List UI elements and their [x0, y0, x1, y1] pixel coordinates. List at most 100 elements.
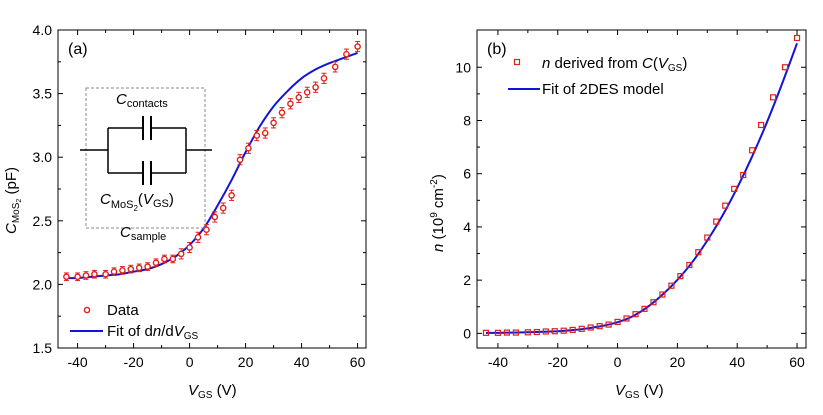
- legend-2des-label: Fit of 2DES model: [542, 81, 664, 98]
- data-marker: [236, 156, 244, 164]
- xtick-label: 60: [350, 354, 366, 370]
- data-marker: [211, 213, 219, 221]
- data-marker: [144, 263, 151, 270]
- data-marker: [119, 267, 126, 274]
- panel-a-legend: Data Fit of dn/dVGS: [70, 302, 199, 342]
- data-marker: [578, 325, 585, 332]
- ytick-label: 3.5: [33, 86, 53, 102]
- data-marker: [722, 202, 729, 209]
- data-point: [161, 254, 168, 264]
- data-marker: [605, 321, 612, 328]
- data-point: [135, 263, 143, 273]
- data-point: [253, 129, 261, 142]
- data-marker: [623, 315, 630, 322]
- panel-b: -40 -20 0 20 40 60 0 2 4 6 8 10 (b) n derived from …: [429, 29, 807, 401]
- data-point: [228, 189, 235, 201]
- panel-b-xlabel: VGS (V): [615, 382, 664, 401]
- xtick-label: 0: [614, 354, 622, 370]
- data-marker: [659, 291, 666, 298]
- panel-b-plot-frame: [476, 29, 807, 349]
- data-marker: [102, 270, 109, 278]
- xtick-label: -40: [67, 354, 87, 370]
- data-point: [278, 107, 286, 119]
- data-point: [343, 48, 350, 60]
- data-marker: [287, 100, 294, 108]
- data-point: [194, 231, 202, 243]
- ytick-label: 3.0: [33, 149, 53, 165]
- data-marker: [482, 329, 490, 336]
- circuit-inset: Ccontacts CMoS2(VGS): [80, 87, 212, 243]
- legend-square-marker: [513, 58, 521, 66]
- data-point: [102, 269, 109, 279]
- data-point: [295, 91, 303, 104]
- ytick-label: 0: [463, 325, 471, 341]
- data-point: [144, 262, 151, 271]
- panel-b-data-series: [482, 34, 801, 336]
- data-marker: [228, 192, 235, 199]
- data-point: [270, 117, 277, 129]
- data-marker: [186, 244, 193, 251]
- xtick-label: 20: [238, 354, 254, 370]
- xtick-label: 40: [294, 354, 310, 370]
- ytick-label: 4: [463, 219, 471, 235]
- panel-a-ticks: -40 -20 0 20 40 60 1.5 2.0 2.5 3.0 3.5 4.0: [33, 22, 366, 370]
- data-marker: [781, 64, 789, 71]
- data-marker: [203, 226, 210, 234]
- data-marker: [63, 273, 70, 281]
- data-marker: [74, 273, 81, 281]
- data-point: [186, 241, 193, 254]
- xtick-label: -20: [123, 354, 143, 370]
- circuit-wires: [80, 127, 212, 174]
- inset-box: [85, 87, 206, 229]
- data-marker: [177, 250, 185, 258]
- inset-sample-label: Csample: [120, 224, 166, 243]
- data-marker: [713, 218, 720, 225]
- data-marker: [127, 265, 135, 273]
- data-point: [177, 248, 185, 260]
- ytick-label: 1.5: [33, 340, 53, 356]
- data-point: [91, 269, 98, 279]
- capacitor-contacts: [142, 116, 152, 140]
- data-marker: [793, 34, 801, 42]
- xtick-label: -40: [488, 354, 508, 370]
- panel-b-ticks: -40 -20 0 20 40 60 0 2 4 6 8 10: [455, 30, 806, 370]
- data-marker: [614, 318, 621, 326]
- data-marker: [769, 94, 777, 101]
- data-point: [127, 264, 135, 274]
- data-point: [152, 258, 160, 268]
- xtick-label: 0: [186, 354, 194, 370]
- data-point: [236, 154, 244, 166]
- ytick-label: 2.5: [33, 213, 53, 229]
- legend-data-label: Data: [107, 302, 139, 319]
- data-marker: [82, 272, 90, 279]
- data-marker: [303, 89, 311, 96]
- data-point: [312, 81, 319, 93]
- data-marker: [110, 268, 118, 275]
- data-marker: [295, 94, 303, 101]
- data-marker: [320, 75, 328, 82]
- data-point: [74, 272, 81, 282]
- data-marker: [569, 326, 576, 334]
- data-marker: [596, 323, 603, 330]
- data-marker: [551, 328, 558, 335]
- inset-mos2-label: CMoS2(VGS): [100, 191, 174, 213]
- legend-data-marker: [83, 306, 91, 314]
- inset-contacts-label: Ccontacts: [116, 91, 168, 110]
- data-marker: [731, 185, 738, 192]
- ytick-label: 2: [463, 272, 471, 288]
- data-marker: [641, 305, 648, 312]
- data-marker: [169, 255, 177, 263]
- data-point: [219, 202, 227, 214]
- data-point: [82, 271, 90, 280]
- legend-fit-label: Fit of dn/dVGS: [107, 323, 199, 342]
- data-marker: [686, 261, 693, 269]
- data-marker: [152, 259, 160, 267]
- data-marker: [161, 255, 168, 263]
- ytick-label: 10: [455, 59, 471, 75]
- panel-a-ylabel: CMoS2 (pF): [3, 167, 23, 234]
- ytick-label: 4.0: [33, 22, 53, 38]
- xtick-label: 40: [729, 354, 745, 370]
- data-marker: [668, 282, 675, 289]
- data-marker: [253, 132, 261, 139]
